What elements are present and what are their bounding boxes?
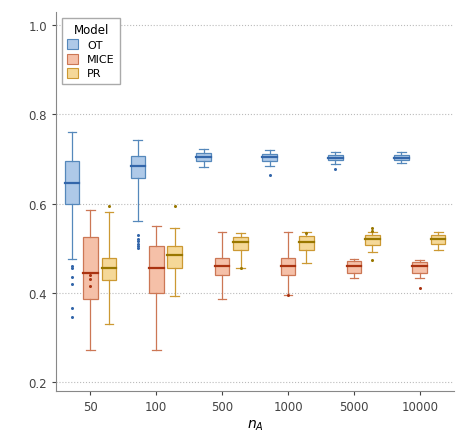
Bar (281, 258, 295, 275)
Bar (431, 235, 446, 244)
Legend: OT, MICE, PR: OT, MICE, PR (62, 19, 120, 85)
Bar (262, 154, 277, 162)
Bar (328, 156, 343, 161)
X-axis label: $n_A$: $n_A$ (247, 418, 263, 433)
Bar (412, 263, 427, 273)
Bar (83, 237, 98, 299)
Bar (215, 258, 229, 275)
Bar (168, 246, 182, 269)
Bar (149, 246, 163, 293)
Bar (102, 258, 116, 280)
Bar (234, 238, 248, 250)
Bar (347, 262, 361, 273)
Bar (65, 162, 79, 204)
Bar (197, 154, 211, 162)
Bar (131, 157, 145, 178)
Bar (365, 235, 380, 246)
Bar (299, 236, 314, 250)
Bar (394, 156, 409, 161)
